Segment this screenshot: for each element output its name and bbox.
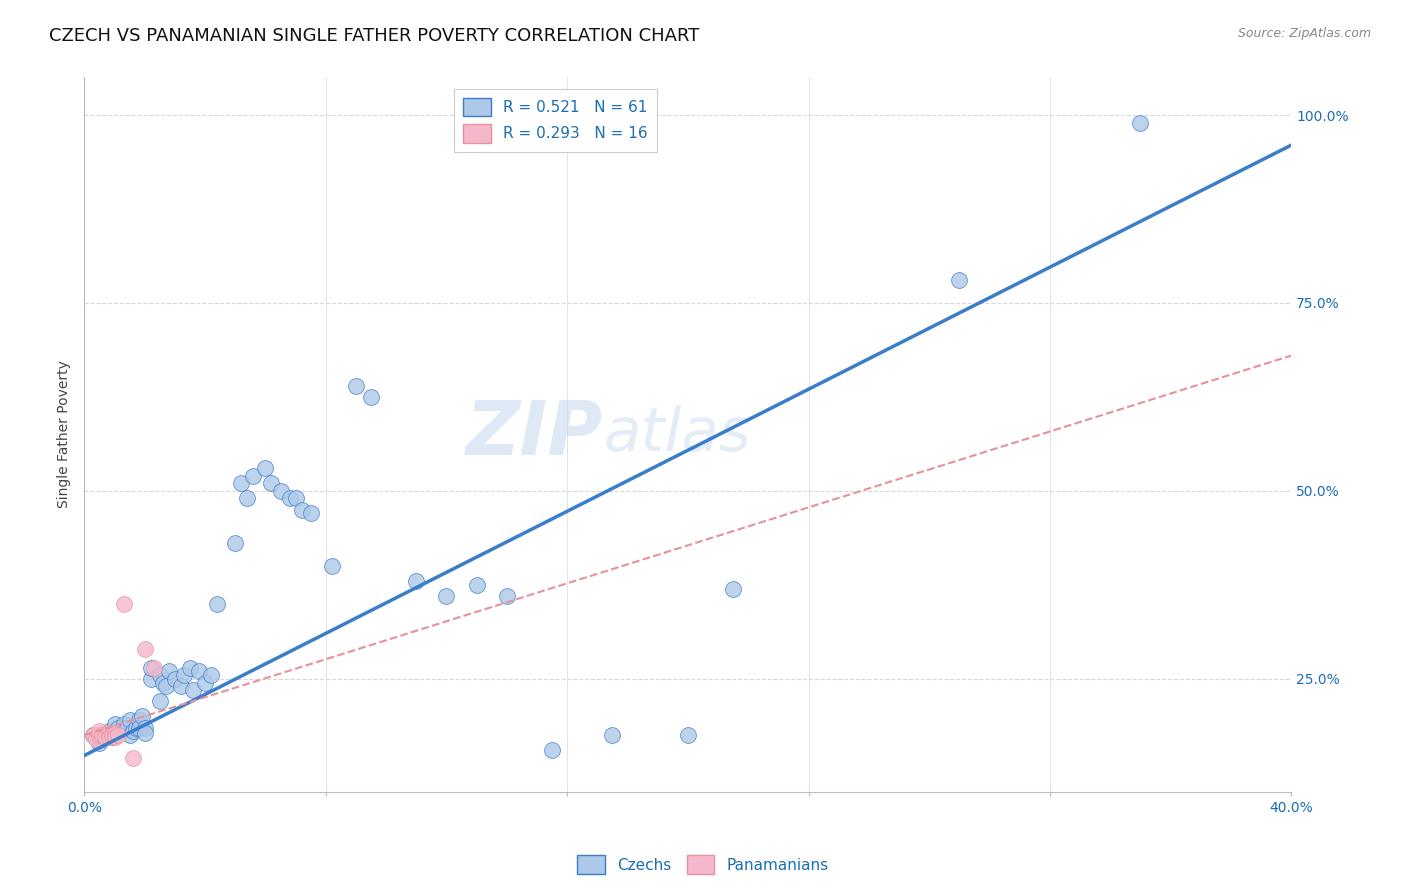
Point [100,731,122,745]
Point [142,660,165,674]
Point [231,476,253,491]
Point [118,713,141,727]
Point [103,728,125,742]
Point [436,589,458,603]
Point [188,665,211,679]
Point [236,491,259,506]
Point [270,483,292,498]
Point [86,731,108,746]
Y-axis label: Single Father Poverty: Single Father Poverty [58,360,72,508]
Point [103,726,125,740]
Point [94,728,117,742]
Text: atlas: atlas [603,405,751,464]
Point [344,378,367,392]
Point [128,713,150,727]
Point [89,724,111,739]
Point [205,597,228,611]
Text: ZIP: ZIP [467,398,603,471]
Point [541,743,564,757]
Point [242,468,264,483]
Point [224,536,246,550]
Point [405,574,427,588]
Point [200,668,222,682]
Point [121,750,143,764]
Text: CZECH VS PANAMANIAN SINGLE FATHER POVERTY CORRELATION CHART: CZECH VS PANAMANIAN SINGLE FATHER POVERT… [49,27,700,45]
Legend: R = 0.521   N = 61, R = 0.293   N = 16: R = 0.521 N = 61, R = 0.293 N = 16 [454,88,657,152]
Point [360,390,382,404]
Point [194,675,217,690]
Point [128,721,150,735]
Point [89,728,111,742]
Point [97,731,120,745]
Point [112,717,135,731]
Point [124,721,146,735]
Point [112,597,135,611]
Point [131,709,153,723]
Point [149,668,172,682]
Point [163,672,186,686]
Point [82,728,104,742]
Point [152,675,174,690]
Point [157,665,180,679]
Point [121,724,143,739]
Point [103,731,125,745]
Point [82,728,104,742]
Point [115,721,138,735]
Point [139,660,162,674]
Point [97,726,120,740]
Point [948,273,970,287]
Point [495,589,517,603]
Legend: Czechs, Panamanians: Czechs, Panamanians [571,849,835,880]
Point [134,641,156,656]
Point [170,679,193,693]
Point [97,724,120,739]
Point [321,559,343,574]
Point [291,502,314,516]
Point [260,476,283,491]
Point [721,582,744,596]
Point [465,578,488,592]
Point [602,728,624,742]
Point [103,717,125,731]
Point [91,731,114,746]
Point [89,736,111,750]
Point [173,668,195,682]
Point [107,721,129,735]
Point [149,694,172,708]
Point [1129,115,1152,129]
Point [179,660,201,674]
Point [155,679,177,693]
Point [94,731,117,745]
Point [278,491,301,506]
Point [254,461,277,475]
Point [134,721,156,735]
Point [284,491,307,506]
Point [676,728,699,742]
Point [139,672,162,686]
Text: Source: ZipAtlas.com: Source: ZipAtlas.com [1237,27,1371,40]
Point [118,728,141,742]
Point [100,728,122,742]
Point [134,726,156,740]
Point [299,507,322,521]
Point [107,728,129,742]
Point [181,683,204,698]
Point [110,724,132,739]
Point [91,728,114,742]
